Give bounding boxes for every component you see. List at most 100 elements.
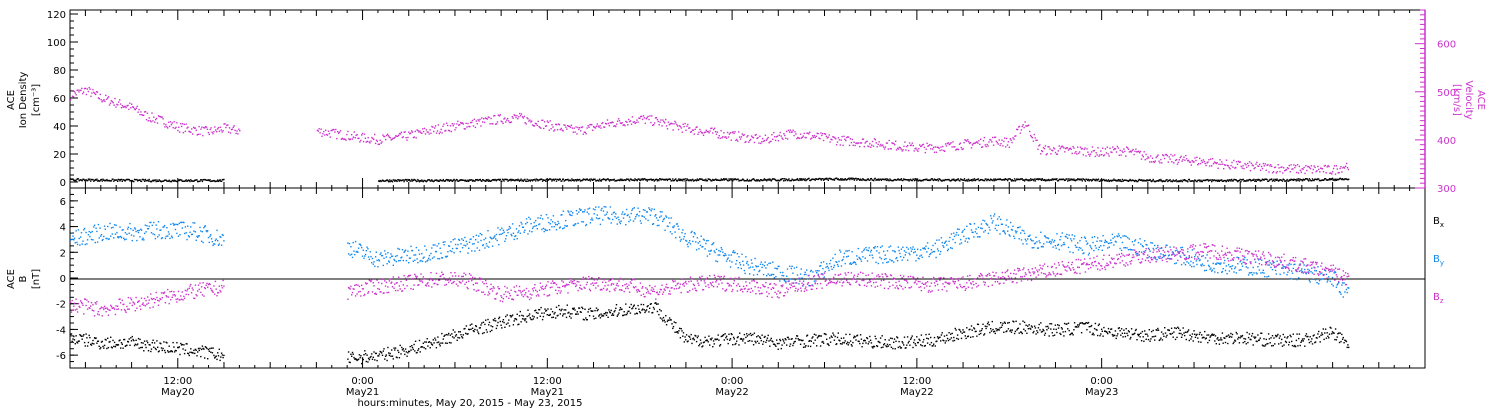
velocity-point	[165, 124, 167, 126]
by-point	[1318, 280, 1321, 282]
velocity-point	[596, 123, 598, 125]
by-point	[1305, 273, 1308, 275]
velocity-point	[902, 149, 904, 151]
by-point	[998, 216, 1000, 218]
velocity-point	[203, 126, 205, 129]
density-point	[908, 180, 910, 182]
by-point	[86, 243, 88, 245]
bz-point	[83, 313, 85, 315]
velocity-point	[332, 128, 334, 131]
by-point	[782, 271, 784, 274]
by-point	[1228, 270, 1231, 272]
density-point	[960, 178, 962, 180]
velocity-point	[1224, 164, 1227, 166]
by-point	[567, 210, 569, 212]
by-point	[846, 256, 848, 258]
density-point	[1031, 178, 1033, 181]
velocity-point	[137, 111, 139, 113]
by-point	[1096, 240, 1098, 242]
velocity-point	[528, 120, 530, 122]
velocity-point	[1085, 155, 1087, 157]
velocity-point	[717, 137, 719, 139]
velocity-point	[1018, 125, 1021, 128]
density-point	[997, 178, 1000, 180]
density-point	[75, 180, 77, 182]
density-point	[1003, 179, 1006, 181]
bz-point	[371, 279, 373, 281]
bz-point	[70, 301, 72, 304]
density-point	[464, 180, 466, 182]
density-point	[102, 178, 104, 180]
velocity-point	[494, 115, 496, 117]
by-point	[578, 211, 580, 213]
density-point	[1113, 178, 1115, 180]
density-point	[1327, 179, 1329, 181]
velocity-point	[1061, 145, 1063, 147]
density-point	[1236, 180, 1238, 182]
velocity-point	[543, 121, 546, 123]
density-point	[180, 179, 182, 181]
velocity-point	[1136, 151, 1138, 153]
by-point	[736, 260, 738, 262]
by-point	[1304, 268, 1306, 271]
velocity-point	[1200, 159, 1203, 162]
by-point	[1045, 237, 1047, 239]
density-point	[638, 178, 640, 180]
by-point	[592, 208, 595, 210]
velocity-point	[226, 124, 228, 126]
bz-point	[123, 303, 125, 305]
by-point	[397, 247, 399, 250]
density-point	[994, 178, 996, 180]
velocity-point	[977, 142, 979, 144]
velocity-point	[916, 149, 918, 151]
velocity-point	[887, 148, 889, 150]
density-point	[785, 178, 787, 180]
by-point	[588, 213, 590, 215]
velocity-point	[972, 143, 974, 145]
by-point	[1120, 237, 1122, 239]
density-point	[686, 178, 689, 180]
density-point	[1215, 180, 1217, 182]
density-point	[1219, 179, 1221, 182]
velocity-point	[743, 134, 745, 136]
velocity-point	[407, 136, 409, 139]
by-point	[347, 253, 350, 255]
by-point	[424, 245, 426, 247]
by-point	[573, 224, 575, 227]
by-point	[881, 245, 883, 247]
velocity-point	[1165, 153, 1168, 156]
density-point	[1273, 178, 1275, 181]
density-point	[411, 178, 413, 181]
by-point	[424, 261, 427, 263]
by-point	[712, 243, 714, 245]
density-point	[389, 180, 391, 183]
velocity-point	[1049, 148, 1051, 150]
density-point	[431, 180, 434, 182]
by-point	[808, 284, 810, 287]
velocity-point	[1126, 146, 1128, 148]
velocity-point	[677, 128, 680, 131]
by-point	[619, 222, 622, 225]
by-point	[88, 230, 90, 233]
velocity-point	[1220, 163, 1222, 166]
by-point	[943, 246, 945, 248]
by-point	[739, 262, 741, 264]
by-point	[511, 235, 513, 237]
velocity-point	[1241, 167, 1243, 169]
velocity-point	[239, 130, 241, 132]
by-point	[1101, 249, 1103, 251]
by-point	[1215, 263, 1217, 265]
bz-point	[351, 291, 354, 294]
density-point	[1105, 179, 1107, 181]
density-point	[666, 179, 669, 182]
density-point	[394, 179, 397, 181]
density-point	[153, 179, 156, 181]
velocity-point	[1065, 147, 1067, 150]
density-point	[772, 178, 774, 180]
by-point	[1339, 291, 1341, 294]
by-point	[1130, 249, 1133, 251]
velocity-point	[1284, 169, 1287, 171]
density-point	[809, 179, 812, 182]
density-point	[82, 178, 84, 180]
density-point	[995, 179, 997, 181]
